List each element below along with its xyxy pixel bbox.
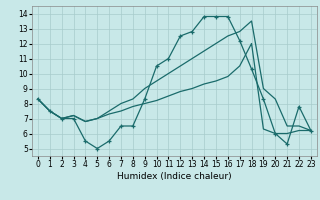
X-axis label: Humidex (Indice chaleur): Humidex (Indice chaleur) [117, 172, 232, 181]
